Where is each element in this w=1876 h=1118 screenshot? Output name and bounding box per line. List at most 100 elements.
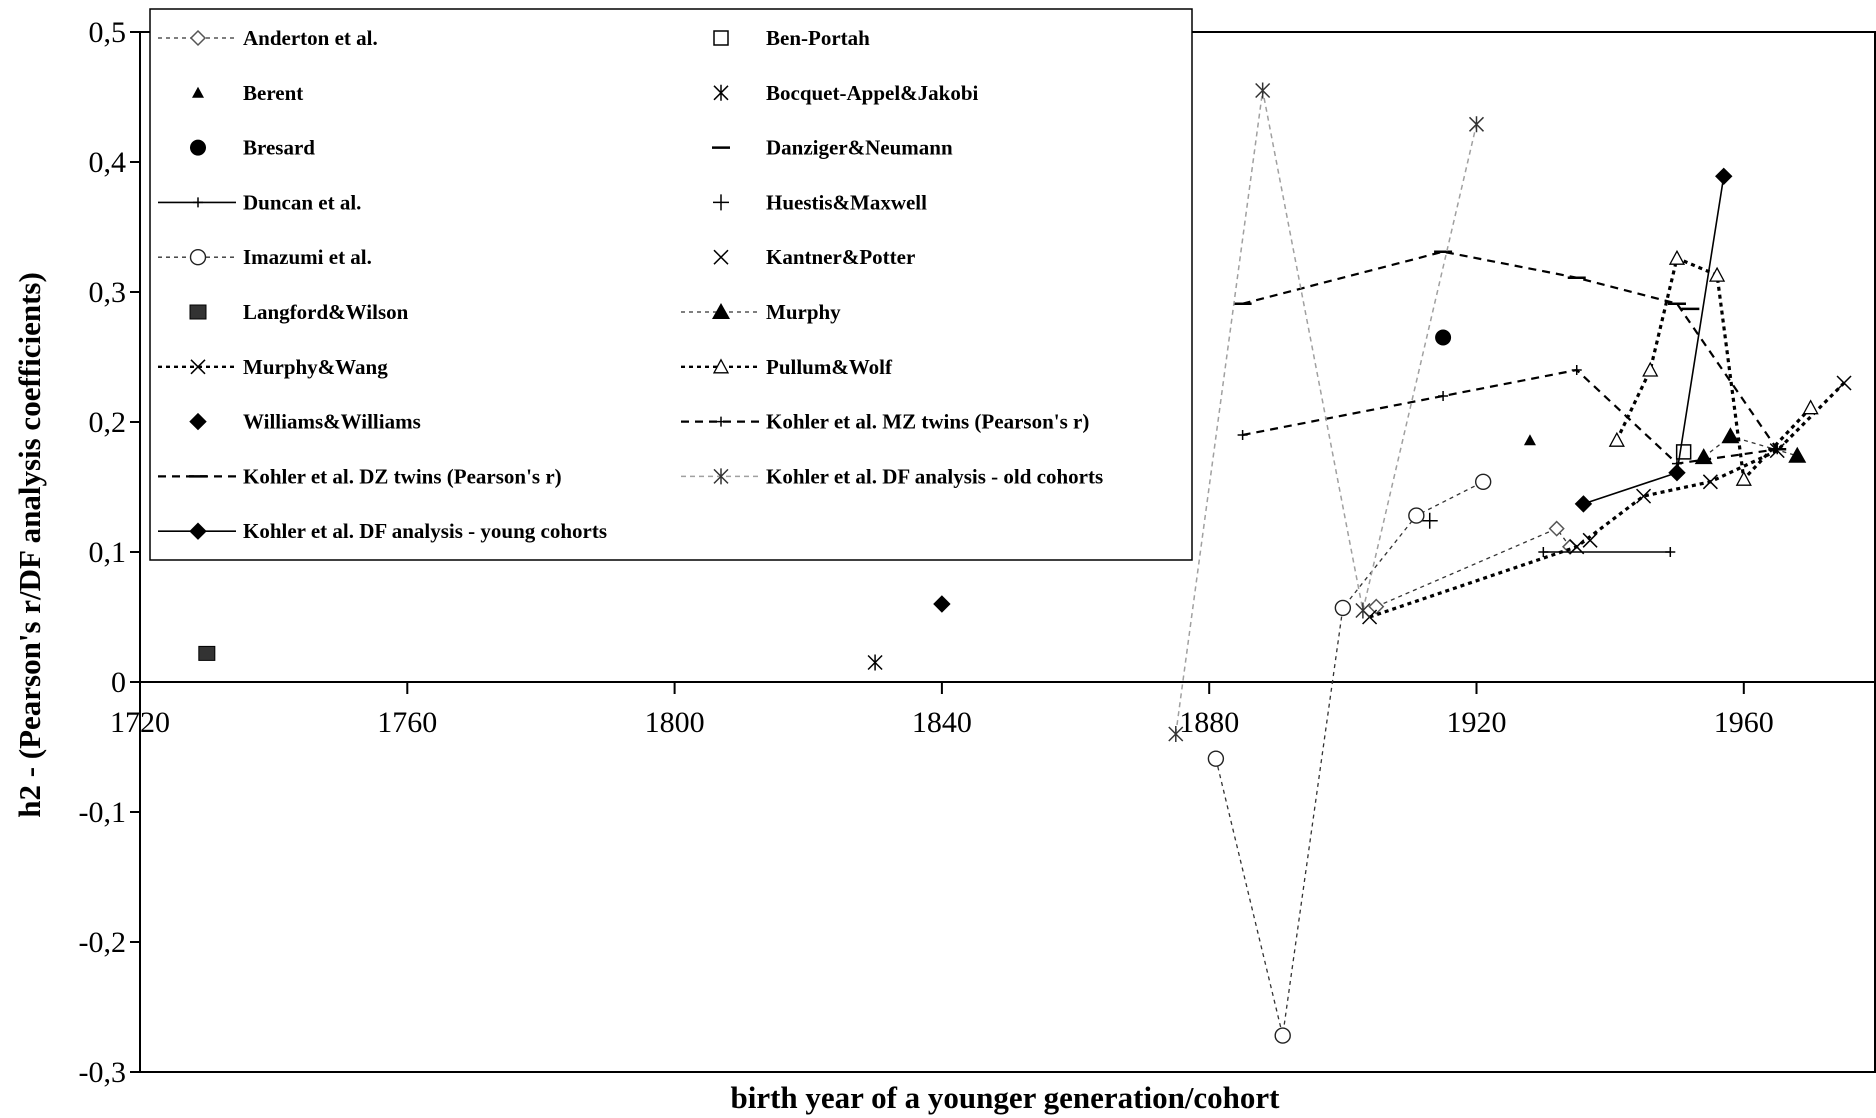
series-line [1215,481,1484,1036]
series-14 [1608,249,1819,486]
series-7 [1538,547,1676,557]
legend-label: Huestis&Maxwell [766,190,927,214]
x-tick-label: 1960 [1714,706,1774,739]
data-point [1355,602,1371,619]
legend-item: Anderton et al. [158,26,378,50]
legend-item: Duncan et al. [158,190,361,214]
legend-label: Murphy&Wang [243,355,388,379]
data-point [1408,507,1425,524]
legend-marker [189,249,207,266]
legend-marker [190,359,206,375]
data-point [1788,446,1807,463]
x-tick-label: 1840 [912,706,972,739]
legend-marker [189,29,207,47]
x-axis-title: birth year of a younger generation/cohor… [730,1080,1280,1115]
legend-label: Kohler et al. DZ twins (Pearson's r) [243,464,562,488]
y-tick-label: 0 [111,666,126,699]
data-point [933,595,951,613]
series-line [1242,368,1778,465]
data-point [1668,249,1686,265]
legend-item: Kohler et al. DZ twins (Pearson's r) [158,464,562,488]
y-tick-label: 0,4 [89,146,127,179]
data-point [1636,488,1652,504]
data-point [1802,399,1819,415]
legend-marker [189,522,207,540]
legend-label: Ben-Portah [766,26,870,50]
legend-label: Imazumi et al. [243,245,372,269]
x-tick-label: 1800 [645,706,705,739]
data-point [1274,1027,1291,1044]
legend-label: Bresard [243,136,315,160]
y-axis-ticks: -0,3 -0,2 -0,1 0 0,1 0,2 0,3 0,4 0,5 [79,16,140,1089]
data-point [1523,434,1536,446]
legend-marker [716,416,726,427]
legend-item: Bresard [190,136,315,160]
data-point [1708,266,1726,282]
data-point [1538,547,1549,557]
legend-marker [192,86,204,98]
legend-marker [189,304,207,320]
series-13 [1362,375,1852,625]
legend-label: Kohler et al. DF analysis - young cohort… [243,519,607,543]
legend-marker [713,30,729,46]
series-3 [1523,434,1536,446]
data-point [1702,474,1718,490]
legend-marker [193,197,203,208]
legend-item: Ben-Portah [713,26,870,50]
data-point [1735,470,1752,486]
legend-marker [712,358,730,374]
data-point [1571,365,1582,375]
series-11 [198,645,216,661]
data-point [1368,598,1385,615]
series-4 [867,654,883,671]
y-tick-label: -0,1 [79,796,127,829]
legend-marker [712,303,730,319]
data-point [1642,361,1659,377]
data-point [1608,431,1625,447]
legend-item: Murphy&Wang [158,355,388,379]
legend-label: Kohler et al. DF analysis - old cohorts [766,464,1103,488]
series-12 [1694,427,1807,465]
legend-marker [713,468,729,485]
legend-item: Berent [192,81,303,105]
legend-label: Langford&Wilson [243,300,409,324]
x-axis-ticks: 1720 1760 1800 1840 1880 1920 1960 [110,682,1774,739]
y-tick-label: -0,2 [79,926,127,959]
y-tick-label: 0,5 [89,16,127,49]
data-point [1582,532,1598,548]
series-16 [1237,365,1783,469]
data-point [1721,427,1740,444]
data-point [1237,430,1248,440]
legend-item: Pullum&Wolf [681,355,893,379]
data-point [1548,520,1565,537]
x-tick-label: 1720 [110,706,170,739]
series-layer [198,82,1852,1044]
data-point [1574,495,1593,513]
legend-item: Danziger&Neumann [712,136,953,160]
legend-item: Murphy [681,300,841,324]
data-point [1168,726,1184,742]
legend-marker [713,194,729,211]
legend-label: Anderton et al. [243,26,378,50]
legend-item: Imazumi et al. [158,245,372,269]
legend-item: Kohler et al. DF analysis - old cohorts [681,464,1103,488]
legend: Anderton et al. Ben-Portah Berent Bocquet-A… [149,8,1193,561]
y-tick-label: -0,3 [79,1056,127,1089]
legend-label: Duncan et al. [243,190,361,214]
legend-label: Bocquet-Appel&Jakobi [766,81,979,105]
data-point [1468,116,1485,133]
legend-label: Murphy [766,300,841,324]
data-point [1255,82,1271,99]
legend-item: Williams&Williams [189,410,421,434]
data-point [1334,599,1352,617]
legend-label: Danziger&Neumann [766,136,953,160]
legend-item: Kantner&Potter [713,245,915,269]
series-10 [1582,532,1598,548]
series-8 [1421,512,1438,529]
data-point [1435,329,1452,346]
data-point [1665,547,1676,557]
data-point [1715,167,1733,186]
legend-box [149,8,1193,561]
legend-label: Kohler et al. MZ twins (Pearson's r) [766,410,1089,434]
